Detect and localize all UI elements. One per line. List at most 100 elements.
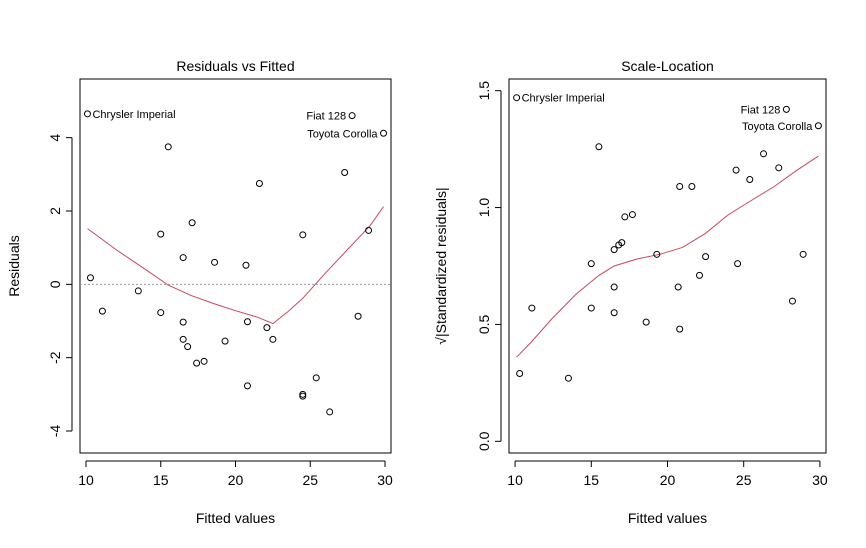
- x-tick-label: 10: [78, 472, 94, 488]
- data-point: [696, 271, 704, 279]
- x-tick-label: 15: [153, 472, 169, 488]
- data-point: [348, 112, 356, 120]
- point-annotation: Fiat 128: [306, 111, 346, 123]
- x-axis-label: Fitted values: [628, 510, 707, 526]
- data-point: [263, 324, 271, 332]
- data-point: [587, 304, 595, 312]
- data-point: [676, 325, 684, 333]
- data-point: [642, 318, 650, 326]
- data-point: [516, 370, 524, 378]
- y-tick-label: 4: [47, 134, 63, 142]
- point-annotation: Chrysler Imperial: [92, 109, 175, 121]
- point-annotation: Chrysler Imperial: [522, 93, 605, 105]
- data-point: [760, 150, 768, 158]
- data-point: [775, 164, 783, 172]
- data-point: [788, 297, 796, 305]
- data-point: [255, 180, 263, 187]
- x-tick-label: 25: [302, 472, 318, 488]
- residuals-vs-fitted-panel: Residuals vs Fitted 10 15 20 25 30 -4 -2 0 2 4 Fitt…: [6, 58, 393, 526]
- x-tick-label: 15: [584, 472, 600, 488]
- data-point: [134, 287, 142, 295]
- data-point: [653, 250, 661, 258]
- y-tick-label: 0.5: [476, 314, 492, 334]
- smoother-line: [516, 155, 819, 358]
- x-tick-label: 25: [736, 472, 752, 488]
- data-point: [188, 219, 196, 227]
- data-point: [98, 307, 106, 315]
- data-point: [242, 261, 250, 269]
- data-point: [782, 105, 790, 113]
- data-point: [610, 309, 618, 317]
- data-point: [799, 250, 807, 258]
- data-point: [211, 258, 219, 266]
- data-point: [269, 335, 277, 343]
- data-point: [587, 260, 595, 268]
- data-point: [674, 283, 682, 291]
- data-point: [365, 226, 373, 234]
- data-point: [746, 176, 754, 184]
- data-point: [164, 143, 172, 151]
- data-point: [354, 312, 362, 320]
- point-annotation: Toyota Corolla: [307, 128, 378, 140]
- data-point: [157, 230, 165, 238]
- chart-title: Scale-Location: [621, 58, 714, 74]
- data-point: [299, 390, 307, 398]
- data-point: [621, 213, 629, 221]
- data-point: [732, 166, 740, 174]
- point-annotation: Fiat 128: [741, 104, 781, 116]
- x-tick-label: 30: [812, 472, 828, 488]
- smoother-line: [87, 206, 384, 325]
- data-point: [564, 374, 572, 382]
- point-annotation: Toyota Corolla: [742, 121, 813, 133]
- y-tick-label: -2: [47, 351, 63, 364]
- data-point: [595, 143, 603, 151]
- data-point: [734, 260, 742, 268]
- data-point: [610, 283, 618, 291]
- y-axis-label: √|Standardized residuals|: [433, 187, 449, 344]
- y-tick-label: 0: [47, 280, 63, 288]
- data-point: [676, 183, 684, 191]
- data-point: [628, 211, 636, 219]
- plot-frame: [508, 78, 827, 454]
- data-point: [179, 318, 187, 326]
- data-point: [299, 231, 307, 239]
- data-point: [221, 337, 229, 345]
- y-tick-label: -4: [47, 425, 63, 438]
- y-axis-label: Residuals: [6, 235, 22, 296]
- data-point: [243, 318, 251, 326]
- data-point: [86, 274, 94, 282]
- data-point: [341, 169, 349, 176]
- plot-frame: [79, 78, 392, 454]
- y-tick-label: 1.5: [476, 81, 492, 101]
- x-tick-label: 30: [377, 472, 393, 488]
- data-point: [179, 254, 187, 262]
- data-point: [610, 246, 618, 254]
- x-tick-label: 20: [660, 472, 676, 488]
- data-point: [326, 408, 334, 416]
- data-point: [528, 304, 536, 312]
- x-axis-label: Fitted values: [196, 510, 275, 526]
- data-point: [312, 374, 320, 382]
- y-tick-label: 1.0: [476, 198, 492, 218]
- chart-title: Residuals vs Fitted: [176, 58, 294, 74]
- data-point: [688, 183, 696, 191]
- data-point: [184, 343, 192, 351]
- data-point: [702, 253, 710, 261]
- data-point: [380, 129, 388, 137]
- y-tick-label: 2: [47, 207, 63, 215]
- scale-location-panel: Scale-Location 10 15 20 25 30 0.0 0.5 1.0 1.5 Fitt…: [433, 58, 828, 526]
- data-point: [814, 122, 822, 130]
- y-tick-label: 0.0: [476, 431, 492, 451]
- data-point: [83, 110, 91, 118]
- data-point: [157, 309, 165, 317]
- x-tick-label: 10: [507, 472, 523, 488]
- data-point: [243, 382, 251, 390]
- data-point: [299, 392, 307, 400]
- data-point: [513, 94, 521, 102]
- data-point: [618, 239, 626, 247]
- data-point: [200, 357, 208, 365]
- x-tick-label: 20: [228, 472, 244, 488]
- data-point: [179, 335, 187, 343]
- data-point: [193, 359, 201, 367]
